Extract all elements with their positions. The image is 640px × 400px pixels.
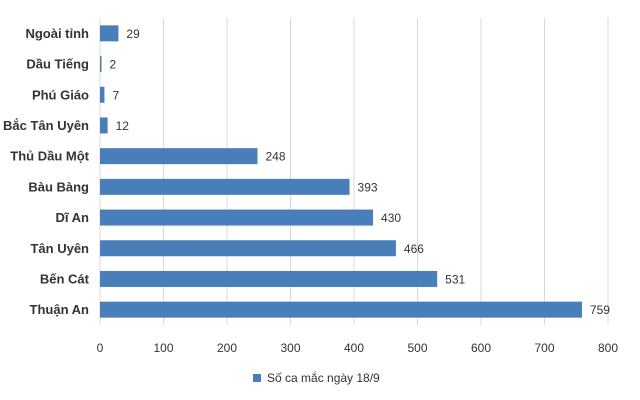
data-label: 29 (126, 27, 140, 41)
legend-swatch (253, 374, 261, 382)
bar (100, 209, 374, 226)
x-tick-label: 200 (217, 341, 237, 355)
bar (100, 148, 258, 165)
bar (100, 240, 396, 257)
category-label: Ngoài tỉnh (25, 26, 89, 41)
legend-label: Số ca mắc ngày 18/9 (267, 370, 380, 385)
x-tick-label: 100 (153, 341, 173, 355)
x-tick-label: 800 (598, 341, 618, 355)
data-label: 430 (381, 211, 401, 225)
data-label: 393 (358, 180, 378, 194)
category-label: Thuận An (30, 302, 90, 317)
category-label: Bến Cát (40, 271, 90, 286)
bars-layer (100, 25, 582, 318)
category-label: Thủ Dầu Một (10, 149, 89, 164)
bar (100, 301, 582, 318)
x-tick-label: 300 (280, 341, 300, 355)
category-label: Tân Uyên (30, 241, 89, 256)
category-label: Phú Giáo (32, 87, 89, 102)
bar (100, 117, 108, 134)
data-label: 248 (265, 150, 285, 164)
data-label: 7 (112, 88, 119, 102)
bar (100, 86, 105, 103)
bar (100, 270, 438, 287)
labels-layer: 0 100 200 300 400 500 600 700 800 Ngoài tỉnh 29 Dầu… (3, 26, 618, 355)
x-tick-label: 0 (97, 341, 104, 355)
category-label: Bắc Tân Uyên (3, 118, 89, 133)
category-label: Dĩ An (56, 210, 90, 225)
bar (100, 178, 350, 195)
data-label: 759 (590, 303, 610, 317)
category-label: Bàu Bàng (28, 179, 89, 194)
data-label: 531 (445, 272, 465, 286)
bar (100, 25, 119, 42)
data-label: 466 (404, 242, 424, 256)
x-tick-label: 400 (344, 341, 364, 355)
data-label: 12 (116, 119, 130, 133)
x-tick-label: 600 (471, 341, 491, 355)
data-label: 2 (110, 58, 117, 72)
x-tick-label: 700 (534, 341, 554, 355)
category-label: Dầu Tiếng (26, 57, 89, 72)
legend: Số ca mắc ngày 18/9 (253, 370, 380, 385)
x-tick-label: 500 (407, 341, 427, 355)
bar (100, 56, 102, 73)
grid-layer (99, 18, 609, 325)
